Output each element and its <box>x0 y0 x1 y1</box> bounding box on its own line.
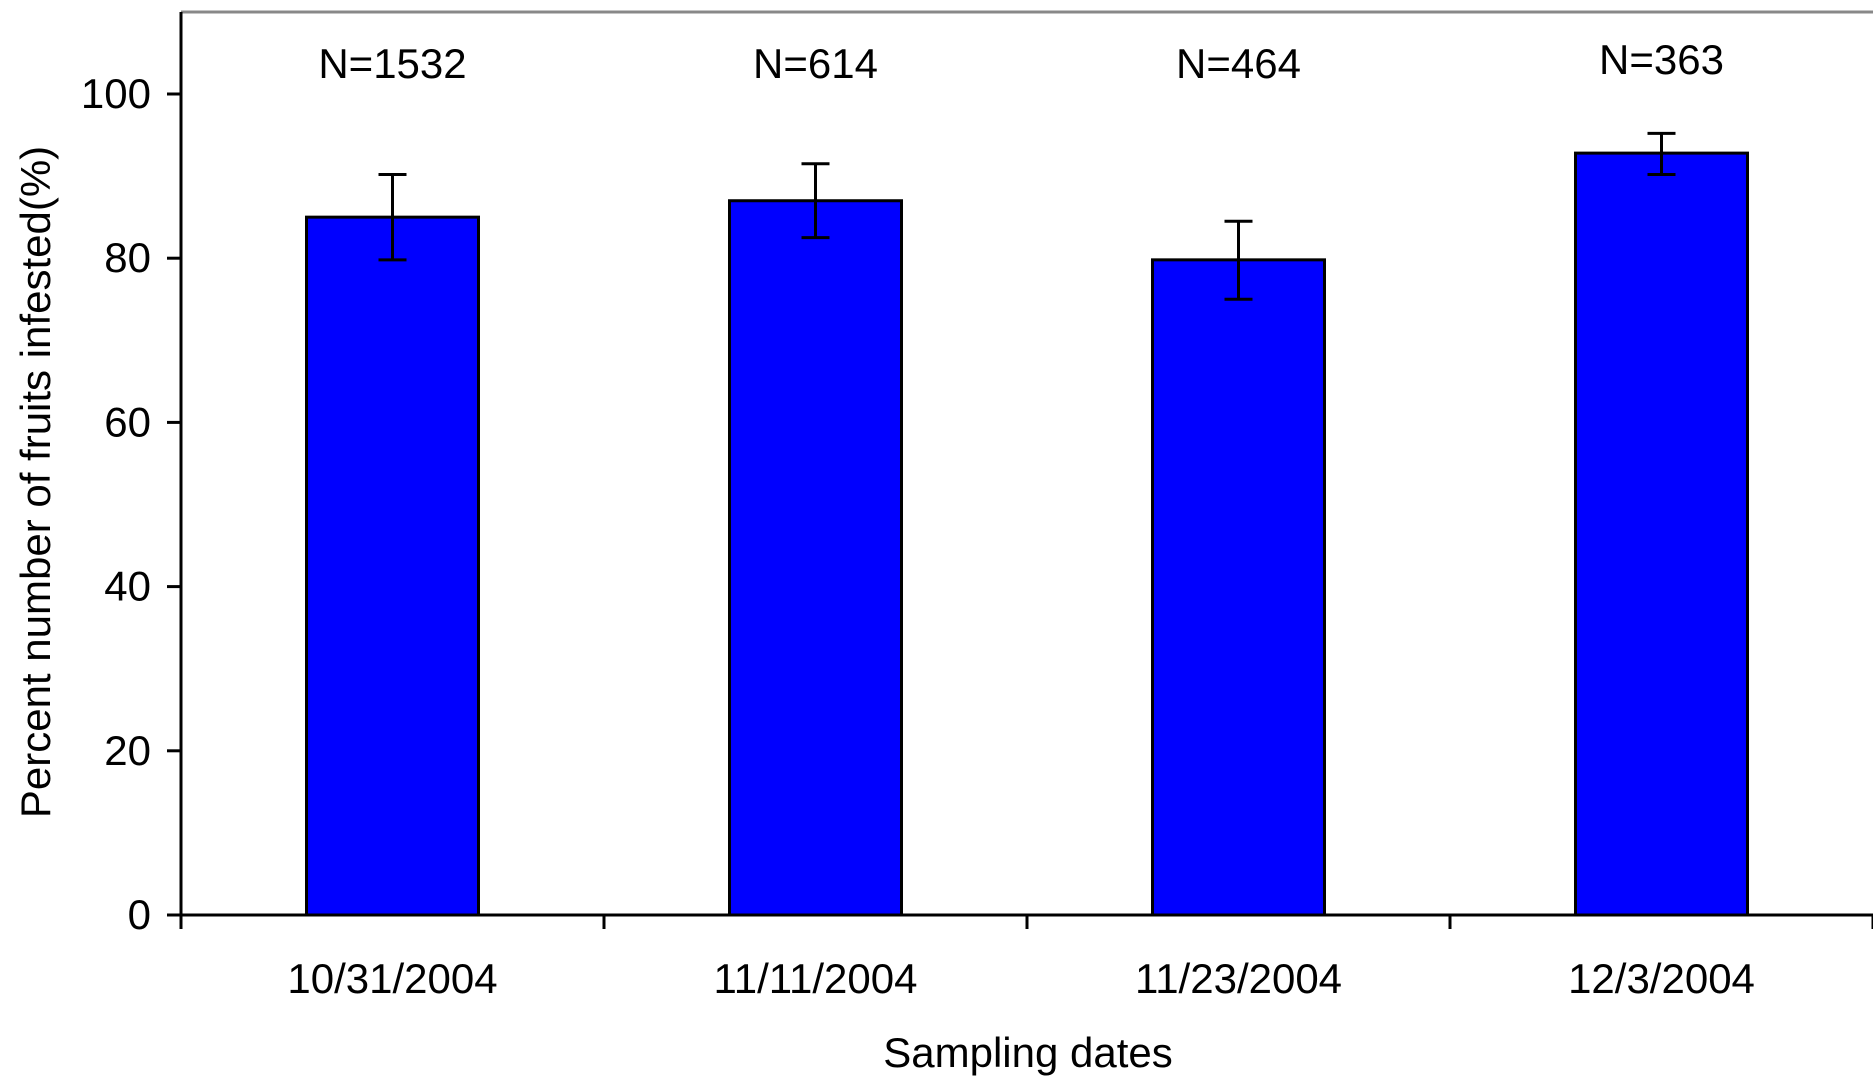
sample-size-label: N=1532 <box>318 40 466 87</box>
x-axis-title: Sampling dates <box>883 1029 1173 1076</box>
x-tick-label: 11/23/2004 <box>1135 955 1342 1002</box>
sample-size-labels: N=1532 N=614 N=464 N=363 <box>318 36 1724 87</box>
sample-size-label: N=464 <box>1176 40 1301 87</box>
y-tick-label: 20 <box>104 727 151 774</box>
y-tick-label: 80 <box>104 234 151 281</box>
x-axis: 10/31/2004 11/11/2004 11/23/2004 12/3/2004 <box>179 913 1873 1002</box>
bar <box>305 215 480 917</box>
x-tick-label: 10/31/2004 <box>287 955 497 1002</box>
y-tick-label: 100 <box>81 70 151 117</box>
bar <box>1574 151 1749 917</box>
y-tick-label: 40 <box>104 563 151 610</box>
bar <box>728 199 903 917</box>
sample-size-label: N=614 <box>753 40 878 87</box>
y-tick-label: 60 <box>104 398 151 445</box>
x-tick-label: 12/3/2004 <box>1568 955 1755 1002</box>
error-bars-group <box>378 131 1676 301</box>
y-tick-label: 0 <box>128 891 151 938</box>
y-axis: 0 20 40 60 80 100 <box>81 12 183 938</box>
y-axis-title: Percent number of fruits infested(%) <box>12 146 59 818</box>
bar <box>1151 258 1326 917</box>
x-tick-label: 11/11/2004 <box>714 955 918 1002</box>
bars-group <box>305 151 1749 917</box>
sample-size-label: N=363 <box>1599 36 1724 83</box>
